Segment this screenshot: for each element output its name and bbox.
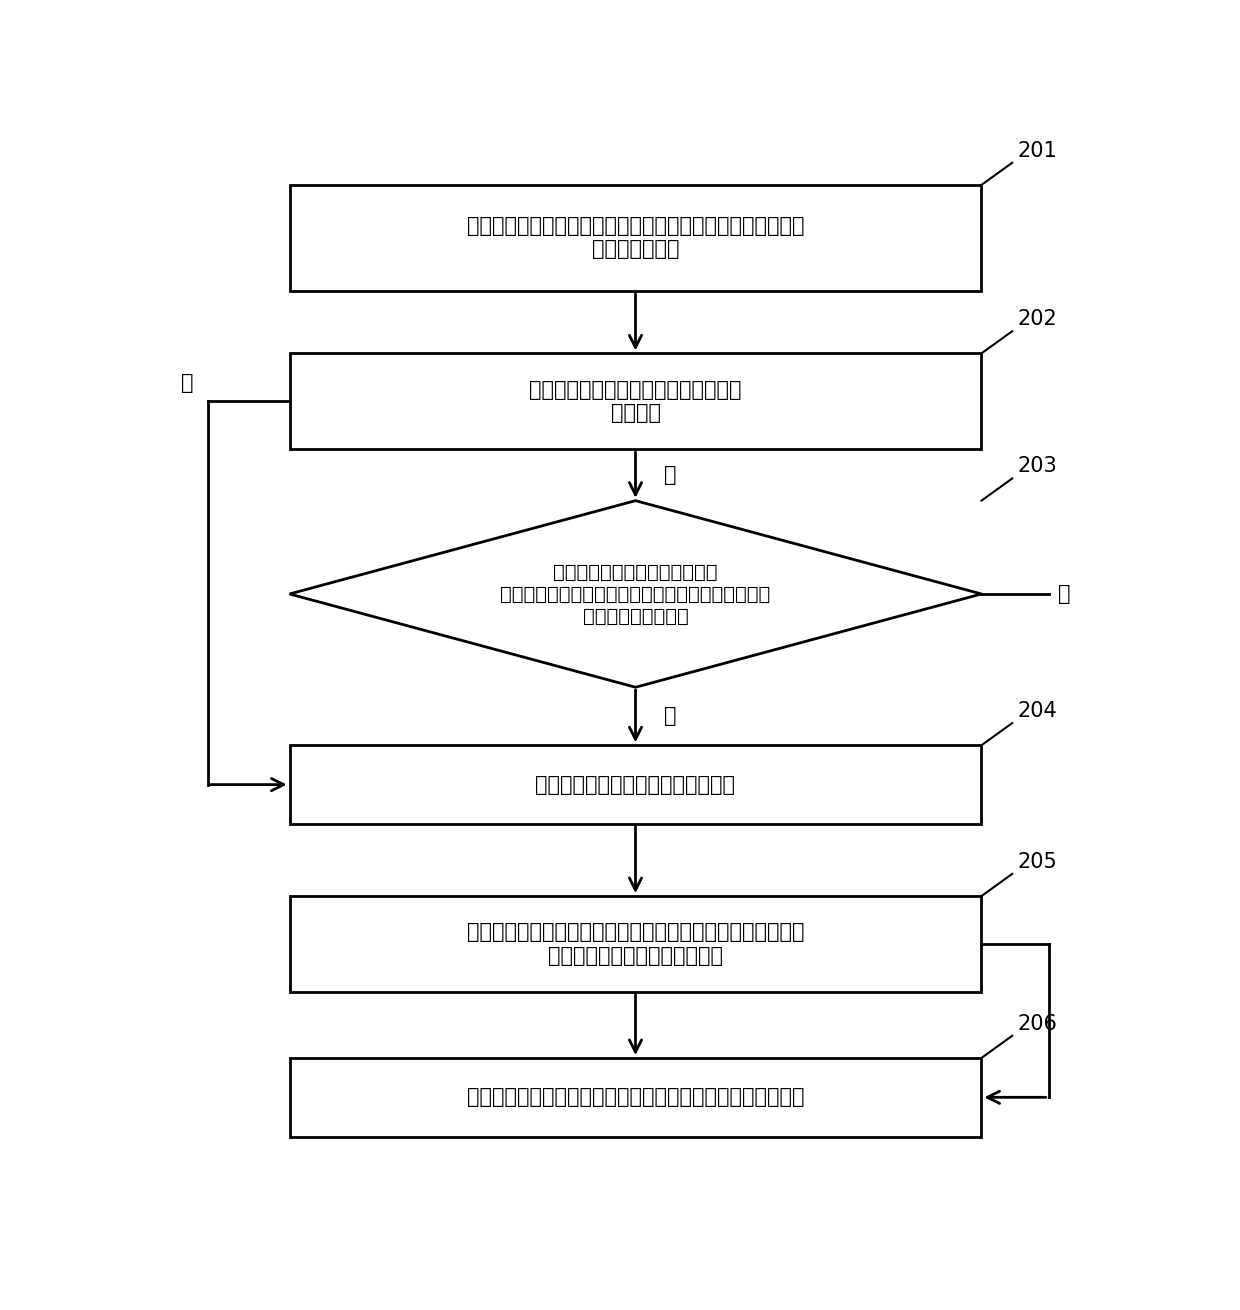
Text: 202: 202 <box>1017 309 1056 329</box>
Text: 当接近传感器检测到物体接近并且上述移动终端不处于通话状
态时，移动终端关闭上述显示屏: 当接近传感器检测到物体接近并且上述移动终端不处于通话状 态时，移动终端关闭上述显… <box>466 922 805 965</box>
Text: 201: 201 <box>1017 140 1056 161</box>
Text: 204: 204 <box>1017 701 1056 720</box>
Text: 206: 206 <box>1017 1014 1056 1034</box>
Polygon shape <box>290 500 982 688</box>
Text: 移动终端将该移动终端的背光调至与当前环境亮度匹配的亮度: 移动终端将该移动终端的背光调至与当前环境亮度匹配的亮度 <box>466 1087 805 1107</box>
Text: 是: 是 <box>665 465 677 485</box>
FancyBboxPatch shape <box>290 1058 982 1137</box>
FancyBboxPatch shape <box>290 185 982 291</box>
Text: 否: 否 <box>665 706 677 726</box>
Text: 移动终端获取上述人眼图像中的
瞳孔位置，根据上述瞳孔位置确定是否存在上述用户
视线盯着上述显示屏: 移动终端获取上述人眼图像中的 瞳孔位置，根据上述瞳孔位置确定是否存在上述用户 视… <box>501 562 770 625</box>
Text: 是: 是 <box>1059 584 1071 604</box>
Text: 否: 否 <box>181 373 193 393</box>
Text: 在移动终端的显示屏处于亮屏状态时，移动终端通过前置摄像
头采集环境图像: 在移动终端的显示屏处于亮屏状态时，移动终端通过前置摄像 头采集环境图像 <box>466 216 805 259</box>
FancyBboxPatch shape <box>290 896 982 992</box>
Text: 205: 205 <box>1017 852 1056 872</box>
Text: 203: 203 <box>1017 456 1056 477</box>
Text: 移动终端检测上述环境图像中是否包含
人眼图像: 移动终端检测上述环境图像中是否包含 人眼图像 <box>529 380 742 423</box>
FancyBboxPatch shape <box>290 354 982 449</box>
Text: 移动终端调低该移动终端的背光亮度: 移动终端调低该移动终端的背光亮度 <box>536 774 735 795</box>
FancyBboxPatch shape <box>290 745 982 824</box>
